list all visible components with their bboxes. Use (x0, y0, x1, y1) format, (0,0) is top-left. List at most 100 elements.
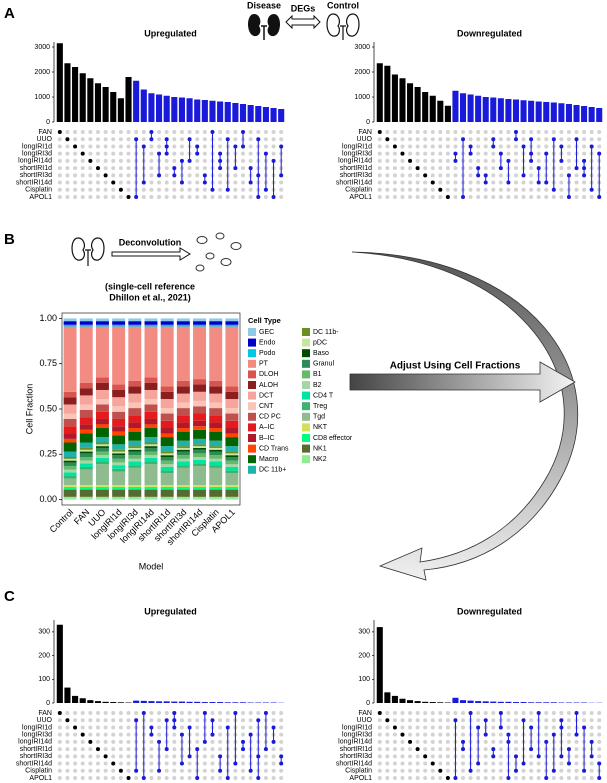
matrix-dot (172, 166, 177, 171)
set-label: longIRI14d (18, 158, 52, 165)
matrix-dot (551, 768, 556, 773)
matrix-dot-empty (103, 747, 108, 752)
matrix-dot-empty (423, 144, 428, 149)
bar (239, 104, 247, 122)
matrix-dot-empty (57, 166, 62, 171)
matrix-dot-empty (551, 711, 556, 715)
matrix-dot-empty (65, 739, 70, 744)
matrix-dot (536, 180, 541, 185)
matrix-dot (218, 158, 223, 163)
bar-segment (209, 422, 223, 429)
matrix-dot-empty (385, 768, 390, 773)
bar (452, 697, 459, 703)
matrix-dot (126, 776, 131, 780)
matrix-dot-empty (430, 747, 435, 752)
matrix-dot-empty (57, 187, 62, 192)
y-tick-label: 100 (358, 676, 370, 683)
matrix-dot-empty (385, 711, 390, 715)
matrix-dot-empty (506, 187, 511, 192)
matrix-dot-empty (65, 180, 70, 185)
matrix-dot-empty (408, 732, 413, 737)
matrix-dot-empty (582, 137, 587, 142)
matrix-dot (589, 754, 594, 759)
matrix-dot-empty (126, 137, 131, 142)
bar (155, 94, 163, 122)
bar-segment (79, 442, 93, 448)
bar-segment (160, 453, 174, 456)
set-label: Cisplatin (345, 768, 372, 775)
matrix-dot-empty (445, 747, 450, 752)
bar-segment (63, 418, 77, 427)
bar-segment (144, 377, 158, 383)
bar-segment (225, 324, 239, 327)
matrix-dot-empty (445, 151, 450, 156)
matrix-dot-empty (506, 718, 511, 723)
matrix-dot-empty (498, 761, 503, 766)
matrix-dot-empty (597, 725, 602, 730)
bar-segment (79, 326, 93, 383)
matrix-dot-empty (559, 130, 564, 134)
legend-label: NK1 (313, 445, 327, 452)
legend-label: B2 (313, 382, 322, 389)
matrix-dot-empty (544, 130, 549, 134)
matrix-dot (491, 144, 496, 149)
bar-segment (209, 386, 223, 394)
deconvolution-label: Deconvolution (119, 237, 182, 247)
matrix-dot-empty (103, 151, 108, 156)
matrix-dot-empty (111, 130, 116, 134)
matrix-dot-empty (498, 195, 503, 199)
matrix-dot-empty (476, 158, 481, 163)
matrix-dot (521, 761, 526, 766)
matrix-dot (149, 732, 154, 737)
bar-segment (112, 431, 126, 436)
chart-title: Upregulated (144, 606, 197, 616)
matrix-dot-empty (566, 130, 571, 134)
matrix-dot-empty (202, 144, 207, 149)
matrix-dot-empty (88, 761, 93, 766)
bar-segment (63, 404, 77, 414)
set-label: shortIRI14d (336, 760, 372, 767)
matrix-dot-empty (111, 776, 116, 780)
matrix-dot-empty (566, 166, 571, 171)
bar-segment (209, 428, 223, 432)
bar-segment (176, 451, 190, 456)
matrix-dot-empty (513, 158, 518, 163)
matrix-dot-empty (536, 130, 541, 134)
matrix-dot (408, 158, 413, 163)
matrix-dot-empty (80, 173, 85, 178)
matrix-dot-empty (271, 137, 276, 142)
matrix-dot-empty (118, 732, 123, 737)
matrix-dot-empty (271, 144, 276, 149)
matrix-dot-empty (377, 747, 382, 752)
matrix-dot-empty (73, 718, 78, 723)
bar-segment (144, 318, 158, 322)
bar-segment (95, 446, 109, 448)
matrix-dot-empty (57, 725, 62, 730)
bar-segment (193, 379, 207, 385)
matrix-dot (559, 725, 564, 730)
legend-swatch (248, 455, 256, 464)
bar (186, 701, 193, 703)
matrix-dot-empty (498, 180, 503, 185)
matrix-dot (544, 739, 549, 744)
matrix-dot-empty (582, 151, 587, 156)
matrix-dot-empty (149, 158, 154, 163)
legend-swatch (302, 402, 310, 411)
chart-title: Upregulated (144, 28, 197, 38)
bar-segment (112, 462, 126, 466)
matrix-dot-empty (256, 711, 261, 715)
legend-swatch (248, 423, 256, 432)
matrix-dot-empty (377, 754, 382, 759)
bar-segment (128, 486, 142, 490)
matrix-dot-empty (218, 732, 223, 737)
bar-segment (193, 449, 207, 454)
matrix-dot-empty (468, 776, 473, 780)
matrix-dot-empty (438, 180, 443, 185)
matrix-dot-empty (279, 725, 284, 730)
kidney-icon (326, 13, 360, 40)
set-label: FAN (38, 129, 52, 136)
matrix-dot-empty (468, 187, 473, 192)
control-label: Control (327, 0, 359, 10)
matrix-dot-empty (423, 166, 428, 171)
matrix-dot-empty (195, 137, 200, 142)
